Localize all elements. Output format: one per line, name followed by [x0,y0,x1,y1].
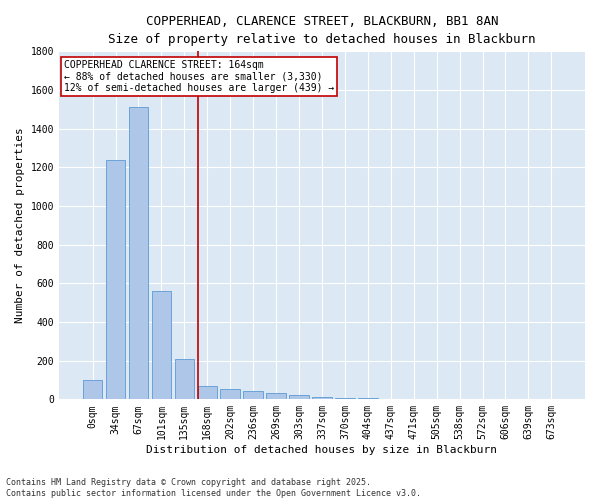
Text: Contains HM Land Registry data © Crown copyright and database right 2025.
Contai: Contains HM Land Registry data © Crown c… [6,478,421,498]
Bar [175,358,194,400]
Bar [106,160,125,400]
Bar [289,394,309,400]
Bar [197,386,217,400]
Y-axis label: Number of detached properties: Number of detached properties [15,128,25,323]
Text: COPPERHEAD CLARENCE STREET: 164sqm
← 88% of detached houses are smaller (3,330)
: COPPERHEAD CLARENCE STREET: 164sqm ← 88%… [64,60,334,93]
Title: COPPERHEAD, CLARENCE STREET, BLACKBURN, BB1 8AN
Size of property relative to det: COPPERHEAD, CLARENCE STREET, BLACKBURN, … [108,15,536,46]
Bar [83,380,103,400]
Bar [220,388,240,400]
X-axis label: Distribution of detached houses by size in Blackburn: Distribution of detached houses by size … [146,445,497,455]
Bar [312,398,332,400]
Bar [358,398,377,400]
Bar [244,390,263,400]
Bar [152,291,171,400]
Bar [335,398,355,400]
Bar [266,393,286,400]
Bar [129,108,148,400]
